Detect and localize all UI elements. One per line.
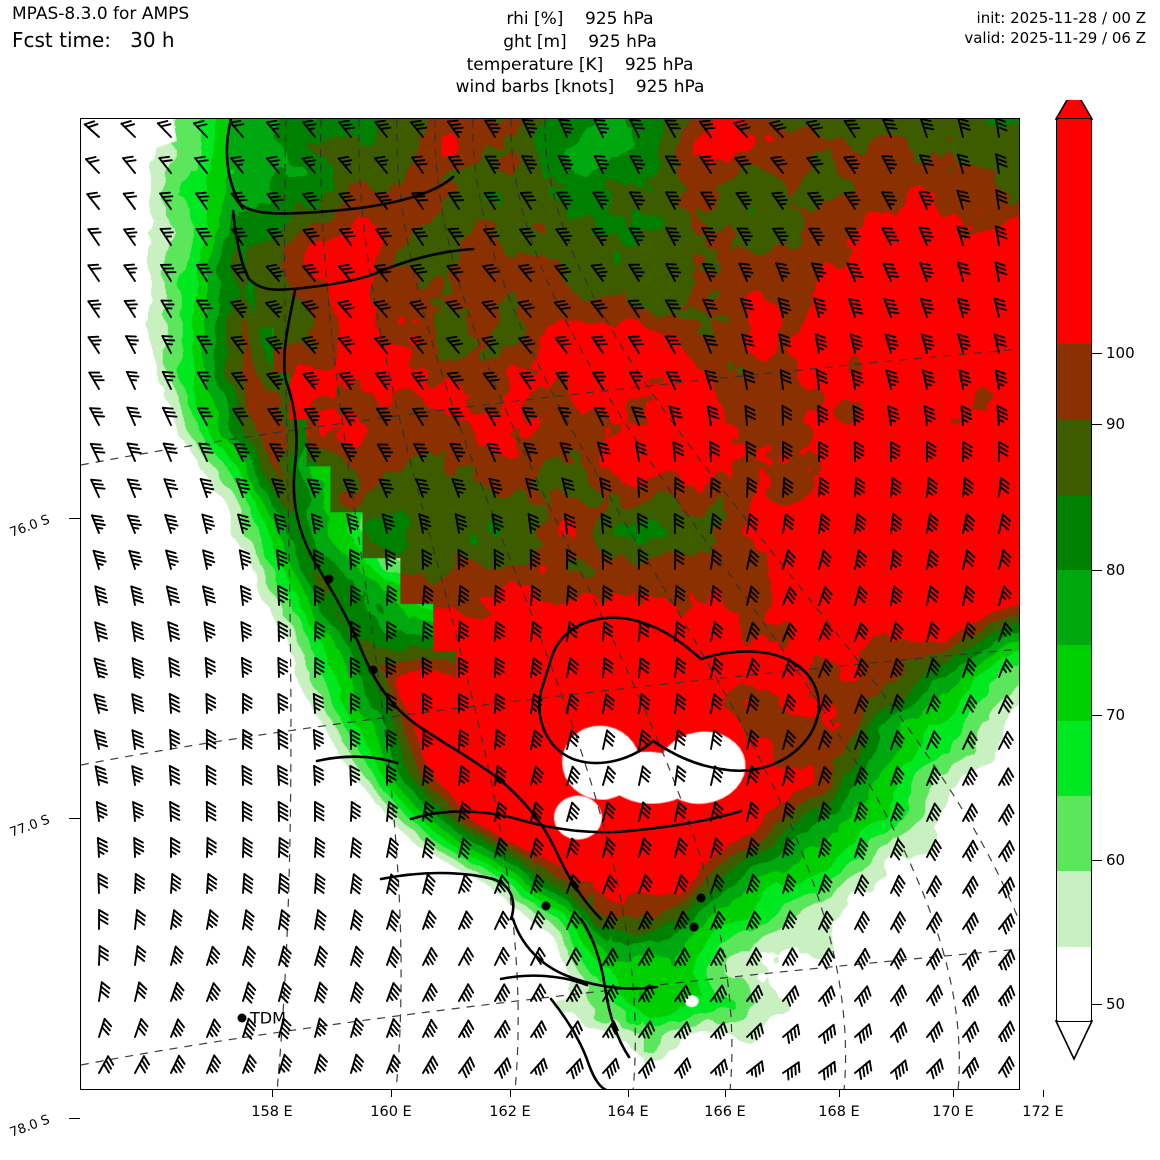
- colorbar-segment-70-75: [1056, 645, 1092, 721]
- x-tick-label-2: 162 E: [489, 1104, 531, 1120]
- x-tick-label-6: 170 E: [932, 1104, 974, 1120]
- colorbar-tick-60: [1092, 860, 1102, 861]
- colorbar-segment-65-70: [1056, 720, 1092, 796]
- colorbar-segment-55-60: [1056, 871, 1092, 947]
- colorbar-segment-50-55: [1056, 946, 1092, 1022]
- x-tick-4: [725, 1090, 726, 1097]
- wind-barbs: [83, 119, 1016, 1081]
- station-dot-station-marker-3[interactable]: [368, 665, 378, 675]
- station-dot-station-marker-5[interactable]: [689, 922, 699, 932]
- y-tick-2: [69, 1118, 80, 1119]
- colorbar-tick-label-80: 80: [1106, 561, 1126, 579]
- header-left-block: MPAS-8.3.0 for AMPS Fcst time: 30 h: [12, 4, 190, 52]
- station-dot-TDM[interactable]: [237, 1013, 247, 1023]
- y-tick-label-1: 77.0 S: [7, 812, 52, 841]
- map-overlay-layer: [81, 119, 1019, 1089]
- colorbar-segment-85-90: [1056, 419, 1092, 495]
- x-tick-2: [510, 1090, 511, 1097]
- x-tick-3: [628, 1090, 629, 1097]
- x-tick-label-3: 164 E: [607, 1104, 649, 1120]
- field-line-temperature: temperature [K] 925 hPa: [466, 54, 694, 75]
- map-plot-area: TDM: [80, 118, 1020, 1090]
- colorbar-extend-min-arrow: [1054, 1020, 1094, 1061]
- colorbar-tick-50: [1092, 1004, 1102, 1005]
- colorbar-tick-label-90: 90: [1106, 415, 1126, 433]
- colorbar-tick-80: [1092, 570, 1102, 571]
- rhi-contour-fill: [81, 119, 1019, 1089]
- colorbar-segment-60-65: [1056, 796, 1092, 872]
- station-label-TDM: TDM: [250, 1008, 286, 1028]
- x-tick-1: [391, 1090, 392, 1097]
- colorbar-segment-80-85: [1056, 494, 1092, 570]
- station-dot-station-marker-2[interactable]: [324, 574, 334, 584]
- init-time: init: 2025-11-28 / 00 Z: [976, 9, 1146, 27]
- x-tick-label-7: 172 E: [1022, 1104, 1064, 1120]
- valid-time: valid: 2025-11-29 / 06 Z: [964, 29, 1146, 48]
- x-tick-label-1: 160 E: [370, 1104, 412, 1120]
- x-tick-6: [953, 1090, 954, 1097]
- model-title: MPAS-8.3.0 for AMPS: [12, 4, 190, 24]
- station-dot-station-marker-4[interactable]: [541, 901, 551, 911]
- x-tick-7: [1043, 1090, 1044, 1097]
- forecast-time: Fcst time: 30 h: [12, 28, 175, 52]
- field-line-wind-barbs: wind barbs [knots] 925 hPa: [455, 77, 705, 98]
- y-tick-label-2: 78.0 S: [7, 1112, 52, 1141]
- header-right-block: init: 2025-11-28 / 00 Z valid: 2025-11-2…: [964, 8, 1146, 49]
- x-tick-label-5: 168 E: [818, 1104, 860, 1120]
- graticule-lines: [81, 119, 1019, 1089]
- x-tick-label-0: 158 E: [251, 1104, 293, 1120]
- colorbar-tick-label-50: 50: [1106, 995, 1126, 1013]
- colorbar-tick-90: [1092, 424, 1102, 425]
- colorbar-segment-90-95: [1056, 344, 1092, 420]
- x-tick-0: [272, 1090, 273, 1097]
- colorbar-extend-max-arrow: [1054, 100, 1094, 120]
- y-tick-label-0: 76.0 S: [7, 512, 52, 541]
- colorbar-segment-95-100: [1056, 268, 1092, 344]
- colorbar-segment-75-80: [1056, 570, 1092, 646]
- y-tick-1: [69, 818, 80, 819]
- y-tick-0: [69, 518, 80, 519]
- colorbar-tick-label-100: 100: [1106, 344, 1135, 362]
- colorbar-tick-70: [1092, 715, 1102, 716]
- coastline-contours: [225, 119, 821, 1089]
- colorbar-tick-label-60: 60: [1106, 851, 1126, 869]
- colorbar[interactable]: [1056, 118, 1092, 1022]
- x-tick-label-4: 166 E: [704, 1104, 746, 1120]
- colorbar-segment-100-110: [1056, 118, 1092, 269]
- colorbar-tick-100: [1092, 353, 1102, 354]
- x-tick-5: [839, 1090, 840, 1097]
- colorbar-tick-label-70: 70: [1106, 706, 1126, 724]
- station-dot-station-marker-6[interactable]: [696, 893, 706, 903]
